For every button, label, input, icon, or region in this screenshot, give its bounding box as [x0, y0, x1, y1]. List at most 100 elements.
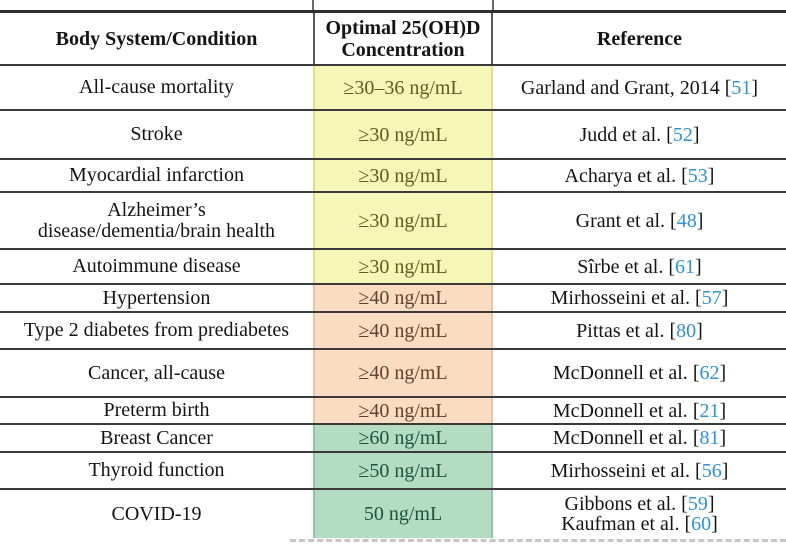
condition-text: Autoimmune disease — [72, 255, 241, 277]
concentration-text: ≥40 ng/mL — [358, 319, 448, 342]
citation-number-link[interactable]: 59 — [687, 493, 708, 515]
reference-cell: Sîrbe et al. [61] — [493, 250, 786, 283]
concentration-text: ≥40 ng/mL — [358, 287, 448, 309]
concentration-text: ≥60 ng/mL — [358, 427, 448, 449]
citation-number-link[interactable]: 21 — [699, 399, 720, 422]
citation-number-link[interactable]: 61 — [675, 255, 696, 278]
reference-line: McDonnell et al. [21] — [553, 401, 726, 421]
reference-line: McDonnell et al. [62] — [553, 363, 726, 383]
concentration-cell: ≥40 ng/mL — [313, 350, 493, 396]
condition-text: Breast Cancer — [100, 426, 213, 449]
condition-text: Type 2 diabetes from prediabetes — [23, 319, 290, 341]
header-reference: Reference — [493, 13, 786, 64]
citation-open-bracket: [ — [695, 459, 702, 482]
citation-number-link[interactable]: 48 — [676, 209, 697, 232]
concentration-cell: ≥40 ng/mL — [313, 398, 493, 423]
citation-open-bracket: [ — [670, 209, 677, 232]
header-concentration: Optimal 25(OH)D Concentration — [313, 13, 493, 64]
concentration-text: ≥30 ng/mL — [358, 209, 448, 232]
condition-text: Alzheimer’s disease/dementia/brain healt… — [37, 198, 276, 242]
reference-cell: McDonnell et al. [81] — [493, 425, 786, 451]
reference-line: Kaufman et al. [60] — [561, 514, 718, 534]
reference-line: Acharya et al. [53] — [565, 166, 715, 186]
concentration-text: ≥30–36 ng/mL — [343, 76, 463, 99]
concentration-cell: ≥40 ng/mL — [313, 285, 493, 311]
concentration-cell: ≥30 ng/mL — [313, 250, 493, 283]
citation-close-bracket: ] — [719, 399, 727, 422]
condition-cell: Alzheimer’s disease/dementia/brain healt… — [0, 193, 313, 248]
citation-close-bracket: ] — [696, 319, 703, 342]
citation-close-bracket: ] — [696, 209, 704, 232]
condition-cell: COVID-19 — [0, 490, 313, 538]
condition-cell: Cancer, all-cause — [0, 350, 313, 396]
reference-cell: Garland and Grant, 2014 [51] — [493, 66, 786, 109]
reference-line: Mirhosseini et al. [56] — [551, 461, 729, 481]
citation-close-bracket: ] — [692, 123, 700, 146]
concentration-text: ≥30 ng/mL — [358, 164, 448, 187]
citation-number-link[interactable]: 60 — [691, 513, 712, 535]
reference-line: Garland and Grant, 2014 [51] — [521, 78, 758, 98]
citation-number-link[interactable]: 62 — [699, 362, 720, 384]
concentration-cell: 50 ng/mL — [313, 490, 493, 538]
reference-line: Judd et al. [52] — [580, 125, 700, 145]
citation-close-bracket: ] — [719, 427, 727, 449]
reference-text: Kaufman et al. — [561, 513, 680, 535]
citation-number-link[interactable]: 57 — [701, 287, 722, 309]
reference-text: Judd et al. — [579, 123, 662, 146]
reference-cell: McDonnell et al. [21] — [493, 398, 786, 423]
condition-cell: Breast Cancer — [0, 425, 313, 451]
reference-text: Mirhosseini et al. — [550, 287, 691, 309]
reference-text: Grant et al. — [575, 209, 666, 232]
citation-open-bracket: [ — [724, 76, 732, 99]
cutoff-text-artifact — [290, 539, 786, 542]
reference-text: Sîrbe et al. — [577, 255, 664, 278]
concentration-cell: ≥30 ng/mL — [313, 160, 493, 191]
citation-close-bracket: ] — [721, 287, 729, 309]
table-row: All-cause mortality ≥30–36 ng/mL Garland… — [0, 66, 786, 111]
citation-open-bracket: [ — [681, 164, 688, 187]
concentration-text: ≥50 ng/mL — [358, 459, 448, 482]
citation-number-link[interactable]: 56 — [701, 459, 722, 482]
citation-number-link[interactable]: 80 — [676, 319, 697, 342]
header-condition: Body System/Condition — [0, 13, 313, 64]
condition-text: COVID-19 — [111, 502, 202, 525]
table-top-margin — [0, 0, 786, 10]
condition-cell: Myocardial infarction — [0, 160, 313, 191]
reference-cell: McDonnell et al. [62] — [493, 350, 786, 396]
concentration-cell: ≥30–36 ng/mL — [313, 66, 493, 109]
reference-text: Gibbons et al. — [564, 493, 677, 515]
condition-cell: Hypertension — [0, 285, 313, 311]
citation-number-link[interactable]: 81 — [699, 427, 720, 449]
reference-text: Pittas et al. — [576, 319, 665, 342]
column-rule-stub — [312, 0, 314, 10]
citation-close-bracket: ] — [707, 493, 715, 515]
reference-line: Grant et al. [48] — [576, 211, 704, 231]
reference-line: Mirhosseini et al. [57] — [551, 288, 729, 308]
condition-text: Cancer, all-cause — [88, 361, 225, 384]
condition-cell: All-cause mortality — [0, 66, 313, 109]
citation-number-link[interactable]: 52 — [672, 123, 693, 146]
reference-text: Acharya et al. — [564, 164, 677, 187]
table-row: Hypertension ≥40 ng/mL Mirhosseini et al… — [0, 285, 786, 313]
citation-number-link[interactable]: 51 — [731, 76, 752, 99]
column-rule-stub — [492, 0, 494, 10]
concentration-cell: ≥50 ng/mL — [313, 453, 493, 488]
condition-text: Myocardial infarction — [69, 164, 244, 186]
condition-cell: Preterm birth — [0, 398, 313, 423]
table-row: Alzheimer’s disease/dementia/brain healt… — [0, 193, 786, 250]
condition-cell: Stroke — [0, 111, 313, 158]
citation-open-bracket: [ — [695, 287, 702, 309]
concentration-cell: ≥40 ng/mL — [313, 313, 493, 348]
concentration-text: ≥30 ng/mL — [358, 123, 448, 146]
condition-text: Stroke — [130, 123, 183, 145]
reference-text: Garland and Grant, 2014 — [520, 76, 720, 99]
table-row: Type 2 diabetes from prediabetes ≥40 ng/… — [0, 313, 786, 350]
reference-line: McDonnell et al. [81] — [553, 428, 726, 448]
citation-number-link[interactable]: 53 — [687, 164, 708, 187]
condition-cell: Type 2 diabetes from prediabetes — [0, 313, 313, 348]
condition-cell: Autoimmune disease — [0, 250, 313, 283]
concentration-text: ≥40 ng/mL — [358, 399, 448, 422]
reference-cell: Gibbons et al. [59] Kaufman et al. [60] — [493, 490, 786, 538]
table-row: Cancer, all-cause ≥40 ng/mL McDonnell et… — [0, 350, 786, 398]
